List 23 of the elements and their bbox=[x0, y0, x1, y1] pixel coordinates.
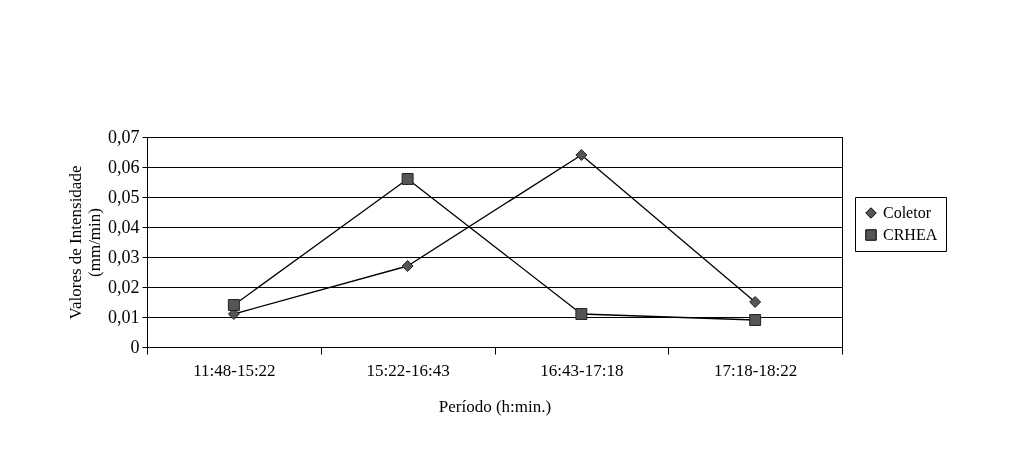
point bbox=[749, 296, 762, 308]
legend-label: CRHEA bbox=[883, 226, 938, 243]
point bbox=[575, 308, 588, 320]
y-tick-label: 0,03 bbox=[108, 246, 140, 267]
y-tick-label: 0 bbox=[130, 336, 140, 357]
point bbox=[227, 299, 240, 311]
x-tick-label: 11:48-15:22 bbox=[193, 360, 276, 380]
x-tick-label: 17:18-18:22 bbox=[714, 360, 798, 380]
legend-label: Coletor bbox=[883, 204, 932, 221]
y-tick-label: 0,05 bbox=[108, 186, 140, 207]
y-tick-label: 0,01 bbox=[108, 306, 140, 327]
x-axis-title: Período (h:min.) bbox=[438, 396, 552, 416]
x-tick-label: 15:22-16:43 bbox=[366, 360, 450, 380]
y-axis-title: Valores de Intensidade (mm/min) bbox=[66, 165, 104, 320]
y-tick-label: 0,02 bbox=[108, 276, 140, 297]
y-tick-label: 0,06 bbox=[108, 156, 140, 177]
point bbox=[401, 260, 414, 272]
point bbox=[401, 173, 414, 185]
y-tick-label: 0,04 bbox=[108, 216, 140, 237]
point bbox=[749, 314, 762, 326]
x-tick-label: 16:43-17:18 bbox=[540, 360, 624, 380]
point bbox=[575, 149, 588, 161]
y-tick-label: 0,07 bbox=[108, 126, 140, 147]
